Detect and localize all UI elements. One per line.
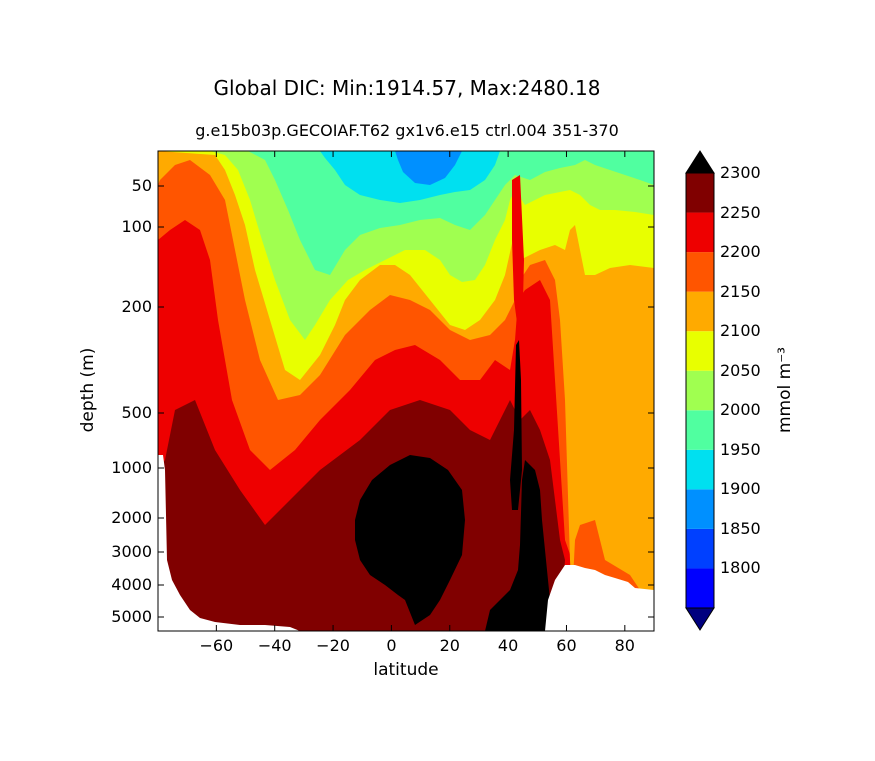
colorbar-swatch — [686, 370, 714, 411]
colorbar-tick-label: 1900 — [720, 479, 761, 499]
x-tick-label: −20 — [316, 636, 350, 655]
x-axis-label: latitude — [373, 660, 439, 680]
colorbar-frame — [685, 172, 715, 609]
y-tick-label: 4000 — [111, 575, 152, 594]
contour-band-over — [355, 455, 465, 625]
colorbar-tick-label: 2150 — [720, 281, 761, 301]
colorbar-swatch — [686, 291, 714, 332]
colorbar-under-arrow — [685, 607, 715, 631]
y-tick-label: 1000 — [111, 458, 152, 477]
contour-band-over-north — [485, 460, 550, 631]
x-tick-label: −40 — [257, 636, 292, 655]
colorbar-swatch — [686, 173, 714, 213]
colorbar-swatch — [686, 449, 714, 490]
chart-subtitle: g.e15b03p.GECOIAF.T62 gx1v6.e15 ctrl.004… — [195, 121, 619, 140]
colorbar-swatch — [686, 528, 714, 569]
y-tick-label: 200 — [121, 297, 152, 316]
colorbar-over-arrow — [685, 150, 715, 174]
colorbar-tick-label: 2100 — [720, 321, 761, 341]
contour-band-2250-tongue — [512, 175, 524, 340]
y-tick-label: 50 — [131, 176, 152, 195]
colorbar-tick-label: 2000 — [720, 400, 761, 420]
topography-south — [158, 455, 300, 631]
colorbar-swatch — [686, 568, 714, 608]
plot-frame — [157, 150, 655, 632]
colorbar-tick-label: 2250 — [720, 202, 761, 222]
contour-band-1900 — [395, 151, 462, 185]
x-tick-label: 20 — [439, 636, 460, 655]
colorbar-swatch — [686, 331, 714, 371]
y-tick-label: 500 — [121, 403, 152, 422]
x-ticks — [215, 151, 626, 631]
colorbar — [685, 150, 715, 631]
colorbar-swatch — [686, 489, 714, 529]
plot-area — [158, 151, 654, 631]
colorbar-tick-label: 1800 — [720, 558, 761, 578]
x-tick-label: −60 — [199, 636, 234, 655]
y-tick-label: 3000 — [111, 542, 152, 561]
y-ticks — [158, 185, 654, 618]
y-tick-label: 5000 — [111, 607, 152, 626]
contour-band-2000-north — [585, 151, 654, 170]
colorbar-tick-label: 1850 — [720, 518, 761, 538]
chart-title: Global DIC: Min:1914.57, Max:2480.18 — [213, 76, 601, 100]
y-tick-label: 2000 — [111, 508, 152, 527]
colorbar-tick-label: 1950 — [720, 439, 761, 459]
colorbar-tick-label: 2300 — [720, 163, 761, 182]
colorbar-swatch — [686, 252, 714, 292]
contour-band-over-north-2 — [510, 340, 522, 510]
x-tick-label: 40 — [497, 636, 519, 655]
colorbar-swatch — [686, 410, 714, 450]
topography-north — [545, 565, 654, 631]
colorbar-swatch — [686, 212, 714, 253]
x-tick-label: 60 — [556, 636, 577, 655]
colorbar-tick-label: 2050 — [720, 360, 761, 380]
x-tick-label: 80 — [614, 636, 635, 655]
y-tick-label: 100 — [121, 217, 152, 236]
colorbar-tick-label: 2200 — [720, 242, 761, 262]
x-tick-label: 0 — [386, 636, 397, 655]
